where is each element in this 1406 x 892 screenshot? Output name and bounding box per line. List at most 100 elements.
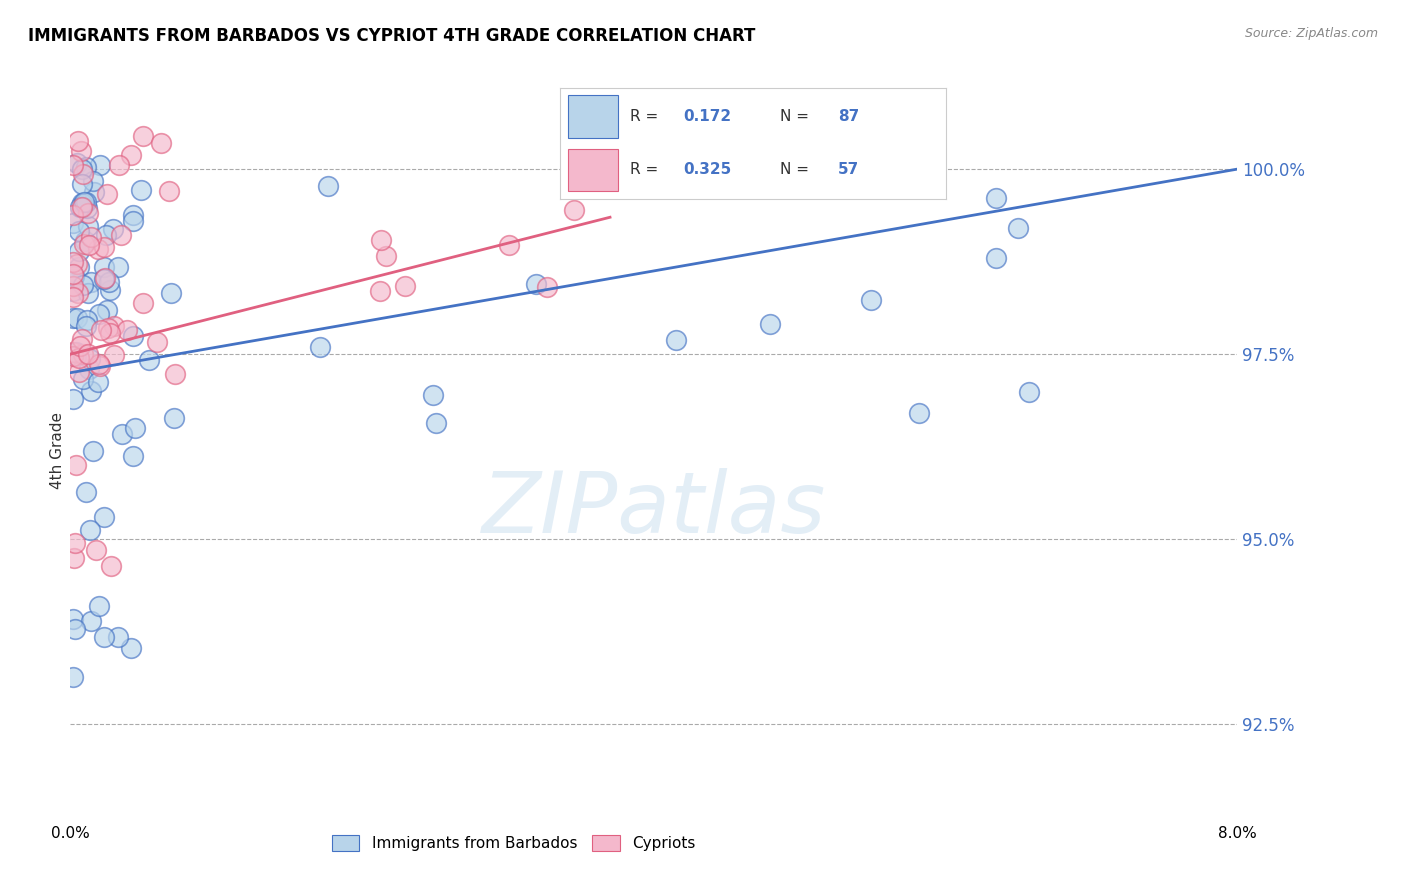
Point	[62, 157, 84, 171]
Text: IMMIGRANTS FROM BARBADOS VS CYPRIOT 4TH GRADE CORRELATION CHART: IMMIGRANTS FROM BARBADOS VS CYPRIOT 4TH …	[28, 27, 755, 45]
Point	[498, 238, 520, 252]
Point	[77, 362, 100, 376]
Y-axis label: 4th Grade: 4th Grade	[49, 412, 65, 489]
Point	[93, 630, 115, 644]
Legend: Immigrants from Barbados, Cypriots: Immigrants from Barbados, Cypriots	[326, 830, 702, 857]
Point	[93, 510, 115, 524]
Point	[72, 278, 94, 293]
Point	[63, 550, 86, 565]
Point	[65, 458, 87, 473]
Point	[115, 323, 138, 337]
Point	[62, 349, 84, 363]
Point	[98, 283, 121, 297]
Point	[69, 145, 91, 159]
Point	[62, 267, 84, 281]
Point	[524, 277, 547, 291]
Point	[309, 340, 332, 354]
Point	[67, 134, 90, 148]
Point	[93, 240, 115, 254]
Point	[70, 161, 93, 176]
Point	[93, 271, 115, 285]
Point	[425, 416, 447, 430]
Point	[89, 359, 111, 373]
Point	[67, 224, 90, 238]
Point	[75, 194, 97, 209]
Point	[77, 206, 100, 220]
Point	[70, 200, 93, 214]
Point	[316, 178, 339, 193]
Point	[368, 285, 391, 299]
Point	[65, 345, 87, 359]
Point	[62, 345, 84, 359]
Point	[77, 347, 100, 361]
Point	[62, 311, 84, 326]
Point	[65, 155, 87, 169]
Point	[75, 234, 97, 248]
Point	[75, 318, 97, 333]
Point	[72, 195, 94, 210]
Point	[86, 242, 108, 256]
Point	[79, 523, 101, 537]
Point	[375, 250, 398, 264]
Point	[77, 219, 100, 234]
Text: Source: ZipAtlas.com: Source: ZipAtlas.com	[1244, 27, 1378, 40]
Point	[157, 184, 180, 198]
Point	[62, 290, 84, 304]
Point	[62, 255, 84, 269]
Point	[94, 228, 117, 243]
Point	[66, 311, 89, 326]
Point	[87, 599, 110, 614]
Point	[394, 279, 416, 293]
Point	[122, 449, 145, 463]
Point	[67, 285, 90, 300]
Point	[82, 174, 104, 188]
Point	[69, 339, 91, 353]
Point	[101, 222, 124, 236]
Point	[62, 279, 84, 293]
Point	[89, 357, 111, 371]
Point	[93, 260, 115, 275]
Point	[72, 177, 94, 191]
Point	[132, 128, 155, 143]
Point	[986, 251, 1008, 265]
Text: ZIPatlas: ZIPatlas	[482, 468, 825, 551]
Point	[84, 542, 107, 557]
Point	[103, 349, 125, 363]
Point	[138, 353, 160, 368]
Point	[150, 136, 173, 150]
Point	[65, 536, 87, 550]
Point	[664, 333, 686, 347]
Point	[98, 326, 121, 340]
Point	[66, 257, 89, 271]
Point	[69, 200, 91, 214]
Point	[146, 334, 169, 349]
Point	[163, 411, 186, 425]
Point	[986, 191, 1008, 205]
Point	[103, 318, 125, 333]
Point	[87, 375, 110, 389]
Point	[422, 388, 444, 402]
Point	[96, 302, 118, 317]
Point	[62, 208, 84, 222]
Point	[129, 183, 152, 197]
Point	[79, 351, 101, 366]
Point	[70, 332, 93, 346]
Point	[110, 227, 132, 242]
Point	[90, 323, 112, 337]
Point	[97, 320, 120, 334]
Point	[73, 195, 96, 210]
Point	[80, 230, 103, 244]
Point	[67, 365, 90, 379]
Point	[111, 426, 134, 441]
Point	[100, 559, 122, 574]
Point	[907, 406, 929, 420]
Point	[122, 328, 145, 343]
Point	[97, 275, 120, 289]
Point	[94, 271, 117, 285]
Point	[67, 244, 90, 258]
Point	[80, 275, 103, 289]
Point	[77, 285, 100, 300]
Point	[132, 296, 155, 310]
Point	[72, 371, 94, 385]
Point	[159, 285, 181, 300]
